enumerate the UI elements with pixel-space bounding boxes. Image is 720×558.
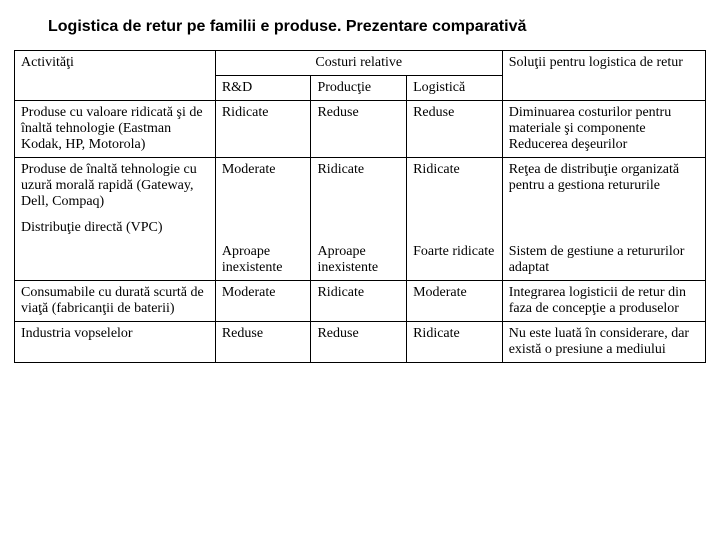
page-title: Logistica de retur pe familii e produse.… xyxy=(48,18,720,36)
cell-activitati: Produse de înaltă tehnologie cu uzură mo… xyxy=(15,158,216,281)
cell-logistica: Ridicate Foarte ridicate xyxy=(407,158,503,281)
cell-solutii-sub: Sistem de gestiune a retururilor adaptat xyxy=(509,244,699,276)
cell-productie-sub: Aproape inexistente xyxy=(317,244,400,276)
cell-logistica-sub: Ridicate xyxy=(413,162,496,234)
cell-activitati-sub: Distribuţie directă (VPC) xyxy=(21,220,209,236)
cell-activitati: Industria vopselelor xyxy=(15,322,216,363)
cell-rd-sub: Moderate xyxy=(222,162,305,234)
cell-logistica: Reduse xyxy=(407,101,503,158)
cell-activitati-sub: Produse de înaltă tehnologie cu uzură mo… xyxy=(21,162,209,210)
cell-activitati: Produse cu valoare ridicată şi de înaltă… xyxy=(15,101,216,158)
cell-rd: Ridicate xyxy=(215,101,311,158)
table-row: Consumabile cu durată scurtă de viaţă (f… xyxy=(15,281,706,322)
cell-rd: Reduse xyxy=(215,322,311,363)
cell-solutii: Nu este luată în considerare, dar există… xyxy=(502,322,705,363)
table-row: Produse de înaltă tehnologie cu uzură mo… xyxy=(15,158,706,281)
col-solutii: Soluţii pentru logistica de retur xyxy=(502,51,705,101)
cell-rd: Moderate Aproape inexistente xyxy=(215,158,311,281)
col-costuri: Costuri relative xyxy=(215,51,502,76)
col-logistica: Logistică xyxy=(407,76,503,101)
col-activitati: Activităţi xyxy=(15,51,216,101)
cell-productie: Ridicate xyxy=(311,281,407,322)
cell-logistica: Moderate xyxy=(407,281,503,322)
table-row: Industria vopselelor Reduse Reduse Ridic… xyxy=(15,322,706,363)
cell-rd: Moderate xyxy=(215,281,311,322)
cell-productie: Ridicate Aproape inexistente xyxy=(311,158,407,281)
cell-logistica: Ridicate xyxy=(407,322,503,363)
col-productie: Producţie xyxy=(311,76,407,101)
cell-solutii-sub: Reţea de distribuţie organizată pentru a… xyxy=(509,162,699,234)
table-header-row-1: Activităţi Costuri relative Soluţii pent… xyxy=(15,51,706,76)
cell-productie: Reduse xyxy=(311,322,407,363)
cell-rd-sub: Aproape inexistente xyxy=(222,244,305,276)
cell-solutii: Reţea de distribuţie organizată pentru a… xyxy=(502,158,705,281)
cell-solutii: Diminuarea costurilor pentru materiale ş… xyxy=(502,101,705,158)
cell-productie: Reduse xyxy=(311,101,407,158)
cell-logistica-sub: Foarte ridicate xyxy=(413,244,496,260)
comparison-table: Activităţi Costuri relative Soluţii pent… xyxy=(14,50,706,363)
cell-solutii: Integrarea logisticii de retur din faza … xyxy=(502,281,705,322)
col-rd: R&D xyxy=(215,76,311,101)
cell-productie-sub: Ridicate xyxy=(317,162,400,234)
cell-activitati: Consumabile cu durată scurtă de viaţă (f… xyxy=(15,281,216,322)
table-row: Produse cu valoare ridicată şi de înaltă… xyxy=(15,101,706,158)
